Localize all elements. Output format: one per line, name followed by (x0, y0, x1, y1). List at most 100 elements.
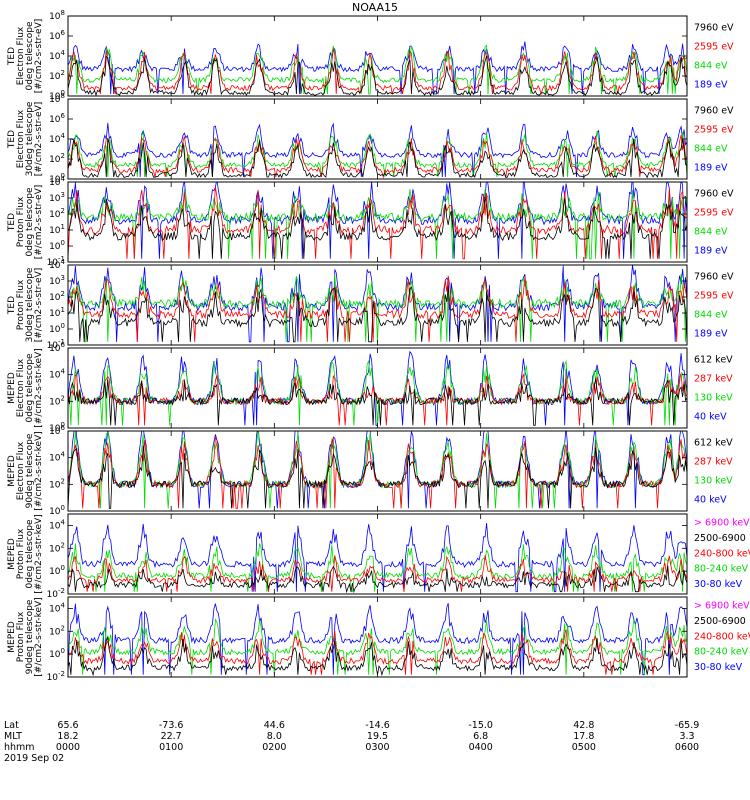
y-axis-label-line: 0deg telescope (25, 187, 35, 257)
y-tick-base: 10 (49, 194, 61, 204)
y-tick-label: 104 (49, 49, 65, 62)
y-axis-label-line: TED (7, 130, 17, 149)
y-tick-base: 10 (49, 72, 61, 82)
y-tick-label: 104 (49, 175, 65, 188)
legend-entry-green: 80-240 keV (694, 647, 749, 658)
series-black-line (68, 196, 687, 259)
footer-value: 44.6 (264, 720, 285, 731)
y-axis-label-line: Proton Flux (16, 528, 26, 579)
legend-entry-red: 287 keV (694, 456, 733, 467)
chart-title: NOAA15 (352, 1, 398, 14)
y-tick-label: 103 (49, 274, 65, 287)
y-tick-exponent: -1 (58, 255, 65, 263)
y-tick-exponent: 2 (61, 477, 65, 485)
y-axis-label-line: TED (7, 213, 17, 232)
y-axis-label-line: Proton Flux (16, 279, 26, 330)
y-tick-exponent: 2 (61, 290, 65, 298)
y-tick-base: 10 (49, 344, 61, 354)
legend-entry-red: 2595 eV (694, 41, 734, 52)
series-red-line (68, 373, 687, 426)
y-axis-label-line: [#/cm2-s-str-eV] (34, 268, 44, 343)
y-axis-label-line: 0deg telescope (25, 21, 35, 91)
y-tick-label: 100 (49, 504, 65, 517)
y-tick-base: 10 (49, 604, 61, 614)
footer-value: -15.0 (468, 720, 493, 731)
y-tick-exponent: 2 (61, 207, 65, 215)
y-tick-base: 10 (49, 12, 61, 22)
footer-value: -65.9 (675, 720, 700, 731)
legend-entry-green: 844 eV (694, 226, 728, 237)
y-tick-label: 101 (49, 306, 65, 319)
y-axis-label-line: MEPED (7, 538, 17, 570)
legend-entry-black: 7960 eV (694, 271, 734, 282)
y-tick-exponent: 2 (61, 541, 65, 549)
series-green-line (68, 131, 687, 178)
series-black-line (68, 378, 687, 426)
y-tick-exponent: 6 (61, 112, 66, 120)
series-red-line (68, 186, 687, 260)
footer-value: 6.8 (473, 731, 488, 742)
y-axis-label-line: 90deg telescope (25, 599, 35, 674)
y-axis-label: MEPEDElectron Flux90deg telescope[#/cm2-… (7, 431, 44, 510)
y-tick-base: 10 (49, 424, 61, 434)
y-tick-base: 10 (49, 261, 61, 271)
panel-frame (67, 181, 688, 263)
y-axis-label: TEDElectron Flux0deg telescope[#/cm2-s-s… (7, 19, 44, 94)
legend-entry-green: 844 eV (694, 143, 728, 154)
series-blue-line (68, 265, 687, 343)
y-tick-exponent: 0 (61, 239, 65, 247)
y-tick-exponent: 0 (61, 421, 65, 429)
y-tick-exponent: -2 (58, 587, 65, 595)
y-axis-label-line: 0deg telescope (25, 353, 35, 423)
y-tick-label: 10-2 (47, 670, 65, 683)
y-tick-label: 100 (49, 89, 65, 102)
y-tick-exponent: 4 (61, 451, 66, 459)
y-tick-exponent: 0 (61, 564, 65, 572)
y-tick-exponent: 4 (61, 258, 66, 266)
y-tick-exponent: 2 (61, 394, 65, 402)
legend-entry-green: 130 keV (694, 475, 733, 486)
y-tick-label: 100 (49, 564, 65, 577)
y-tick-exponent: 6 (61, 341, 66, 349)
y-tick-label: 103 (49, 191, 65, 204)
y-axis-label-line: 30deg telescope (25, 267, 35, 342)
legend-entry-green: 844 eV (694, 309, 728, 320)
y-tick-base: 10 (49, 371, 61, 381)
panel-series-group (68, 41, 687, 96)
footer-value: 18.2 (57, 731, 78, 742)
y-tick-base: 10 (49, 521, 61, 531)
y-axis-label-line: MEPED (7, 455, 17, 487)
panel-series-group (68, 522, 687, 594)
footer-value: 0200 (262, 742, 286, 753)
legend-entry-green: 844 eV (694, 60, 728, 71)
y-tick-base: 10 (47, 258, 59, 268)
y-tick-base: 10 (49, 92, 61, 102)
footer-date: 2019 Sep 02 (4, 753, 64, 764)
series-green-line (68, 44, 687, 95)
series-black-line (68, 285, 687, 343)
y-tick-label: 102 (49, 69, 65, 82)
legend-entry-black: 2500-6900 (694, 533, 746, 544)
footer-value: -14.6 (365, 720, 390, 731)
y-tick-label: 104 (49, 368, 65, 381)
y-tick-label: 100 (49, 239, 65, 252)
y-tick-base: 10 (49, 115, 61, 125)
y-axis-label-line: Electron Flux (16, 441, 26, 500)
y-tick-exponent: 4 (61, 175, 66, 183)
y-tick-base: 10 (49, 427, 61, 437)
panel-series-group (68, 182, 687, 260)
y-tick-exponent: 3 (61, 191, 65, 199)
footer-value: 17.8 (573, 731, 594, 742)
y-tick-label: 104 (49, 132, 65, 145)
series-blue-line (68, 522, 687, 593)
y-tick-label: 104 (49, 601, 65, 614)
series-green-line (68, 189, 687, 260)
y-axis-label-line: 30deg telescope (25, 101, 35, 176)
y-tick-base: 10 (49, 309, 61, 319)
